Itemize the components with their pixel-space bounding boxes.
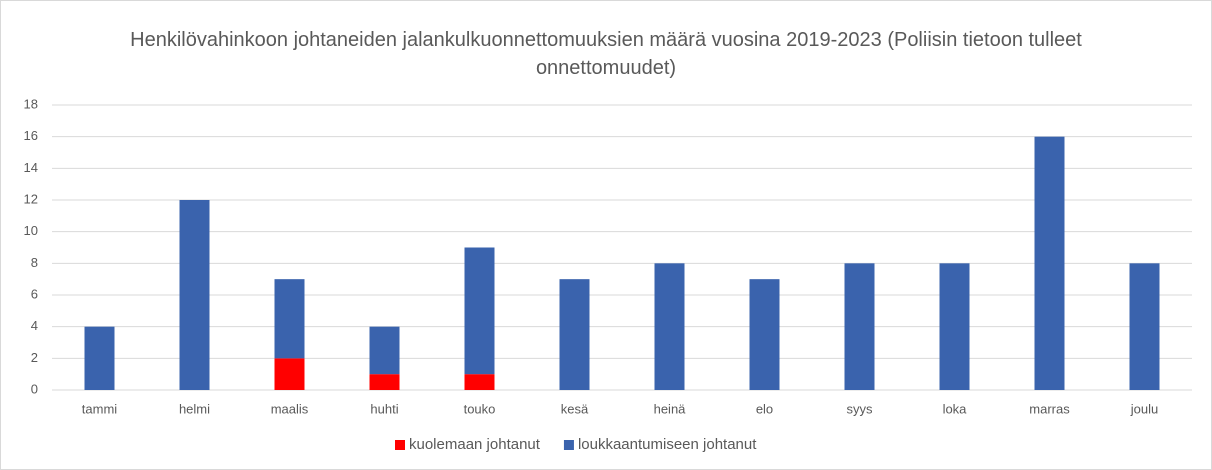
bar-segment [464,374,495,390]
x-tick-label: syys [847,401,874,416]
x-tick-label: joulu [1130,401,1158,416]
y-tick-label: 0 [31,381,38,396]
bar-segment [749,279,780,390]
y-tick-label: 12 [24,191,38,206]
x-tick-label: maalis [271,401,309,416]
y-tick-label: 6 [31,286,38,301]
bar-segment [1129,263,1160,390]
y-tick-label: 10 [24,223,38,238]
bar-segment [179,200,210,390]
bar-segment [84,326,115,390]
x-tick-label: marras [1029,401,1070,416]
x-tick-label: kesä [561,401,589,416]
bar-segment [559,279,590,390]
y-tick-label: 4 [31,318,38,333]
x-tick-label: helmi [179,401,210,416]
y-tick-label: 16 [24,128,38,143]
bar-segment [844,263,875,390]
bar-segment [369,326,400,375]
y-tick-label: 18 [24,96,38,111]
x-tick-label: huhti [370,401,398,416]
chart-title: Henkilövahinkoon johtaneiden jalankulkuo… [130,29,1082,79]
y-tick-label: 14 [24,160,38,175]
legend-label: loukkaantumiseen johtanut [578,436,757,453]
x-tick-label: elo [756,401,773,416]
bar-segment [1034,136,1065,390]
x-tick-label: loka [943,401,968,416]
y-tick-label: 2 [31,350,38,365]
bar-segment [274,358,305,390]
x-tick-label: touko [464,401,496,416]
legend-swatch [563,440,574,450]
legend-label: kuolemaan johtanut [409,436,541,453]
bar-segment [369,374,400,390]
x-tick-label: heinä [654,401,687,416]
y-tick-label: 8 [31,255,38,270]
legend-swatch [395,440,405,450]
bar-segment [464,247,495,375]
bar-segment [274,279,305,359]
x-tick-label: tammi [82,401,118,416]
bar-segment [939,263,970,390]
bar-segment [654,263,685,390]
